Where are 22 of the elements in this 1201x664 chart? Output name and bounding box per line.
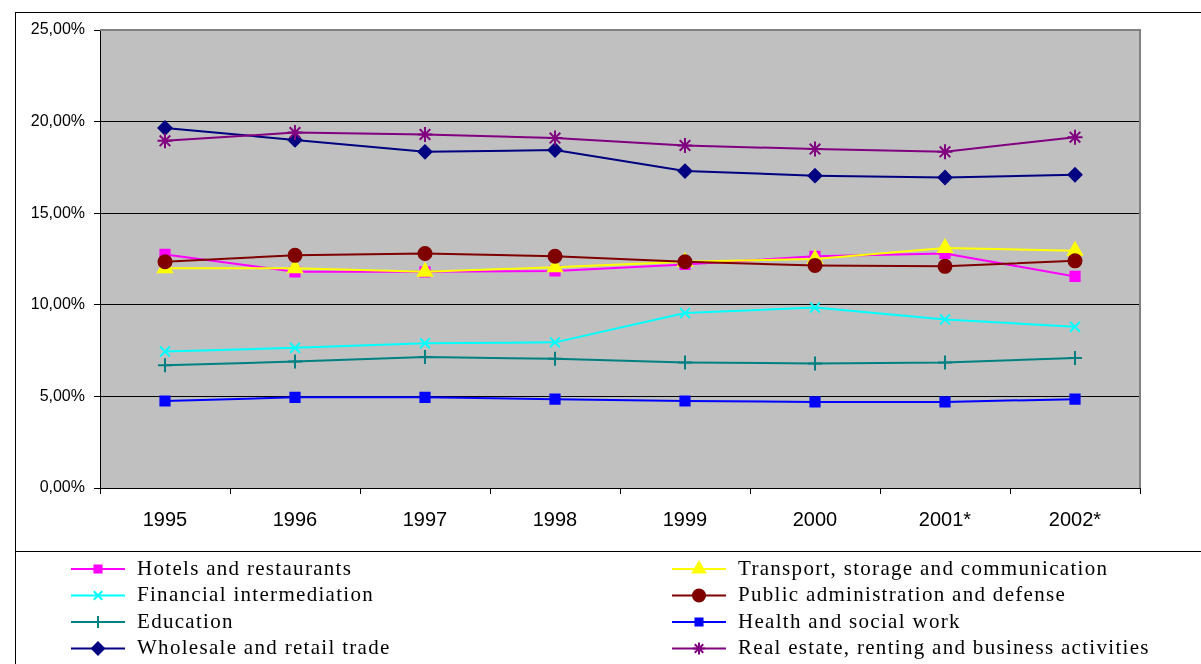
x-tick-label: 2001* xyxy=(918,507,972,530)
y-tick-label: 10,00% xyxy=(30,295,85,313)
y-tick-label: 15,00% xyxy=(30,203,85,221)
legend-label: Real estate, renting and business activities xyxy=(738,635,1150,660)
x-tick-label: 1995 xyxy=(142,507,188,530)
legend-label: Education xyxy=(137,608,234,633)
y-tick-label: 25,00% xyxy=(30,20,85,38)
x-tick-label: 2000 xyxy=(792,507,838,530)
legend-label: Public administration and defense xyxy=(738,582,1067,607)
legend-label: Wholesale and retail trade xyxy=(137,635,391,660)
legend-label: Transport, storage and communication xyxy=(738,555,1109,580)
legend-label: Health and social work xyxy=(738,608,961,633)
x-tick-label: 1998 xyxy=(532,507,578,530)
legend-label: Financial intermediation xyxy=(137,582,375,607)
y-tick-label: 5,00% xyxy=(39,386,85,404)
y-tick-label: 0,00% xyxy=(39,478,85,496)
x-tick-label: 1996 xyxy=(272,507,318,530)
x-tick-label: 1999 xyxy=(662,507,708,530)
legend-label: Hotels and restaurants xyxy=(137,555,353,580)
y-tick-label: 20,00% xyxy=(30,112,85,130)
x-tick-label: 1997 xyxy=(402,507,448,530)
x-tick-label: 2002* xyxy=(1048,507,1102,530)
